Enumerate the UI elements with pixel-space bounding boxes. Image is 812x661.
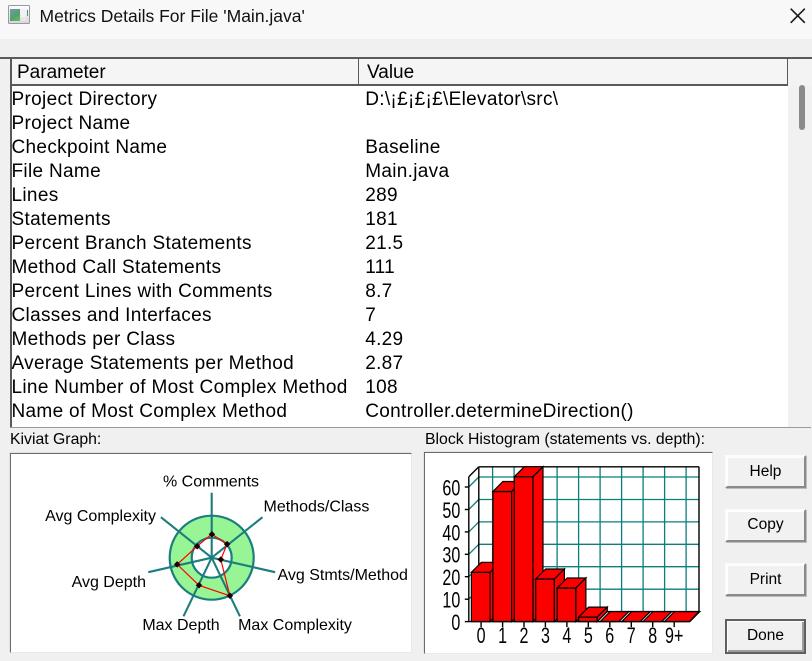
svg-text:% Comments: % Comments xyxy=(163,473,259,490)
svg-text:0: 0 xyxy=(452,612,461,636)
svg-text:Avg Complexity: Avg Complexity xyxy=(45,508,156,525)
svg-text:6: 6 xyxy=(606,625,615,649)
svg-text:7: 7 xyxy=(627,625,636,649)
svg-text:3: 3 xyxy=(541,625,550,649)
svg-text:4: 4 xyxy=(563,625,572,649)
svg-text:5: 5 xyxy=(584,625,593,649)
svg-text:Avg Depth: Avg Depth xyxy=(72,574,146,591)
svg-text:0: 0 xyxy=(477,625,486,649)
svg-text:8: 8 xyxy=(648,625,657,649)
svg-text:Max Depth: Max Depth xyxy=(142,617,219,634)
svg-text:20: 20 xyxy=(443,567,461,591)
svg-text:1: 1 xyxy=(498,625,507,649)
svg-text:Avg Stmts/Method: Avg Stmts/Method xyxy=(278,567,408,584)
svg-text:Max Complexity: Max Complexity xyxy=(238,617,352,634)
svg-text:2: 2 xyxy=(520,625,529,649)
svg-text:40: 40 xyxy=(443,522,461,546)
svg-text:30: 30 xyxy=(443,545,461,569)
svg-text:9+: 9+ xyxy=(665,625,683,649)
svg-text:10: 10 xyxy=(443,590,461,614)
svg-text:Methods/Class: Methods/Class xyxy=(264,498,370,515)
svg-text:50: 50 xyxy=(443,500,461,524)
svg-text:60: 60 xyxy=(443,478,461,502)
